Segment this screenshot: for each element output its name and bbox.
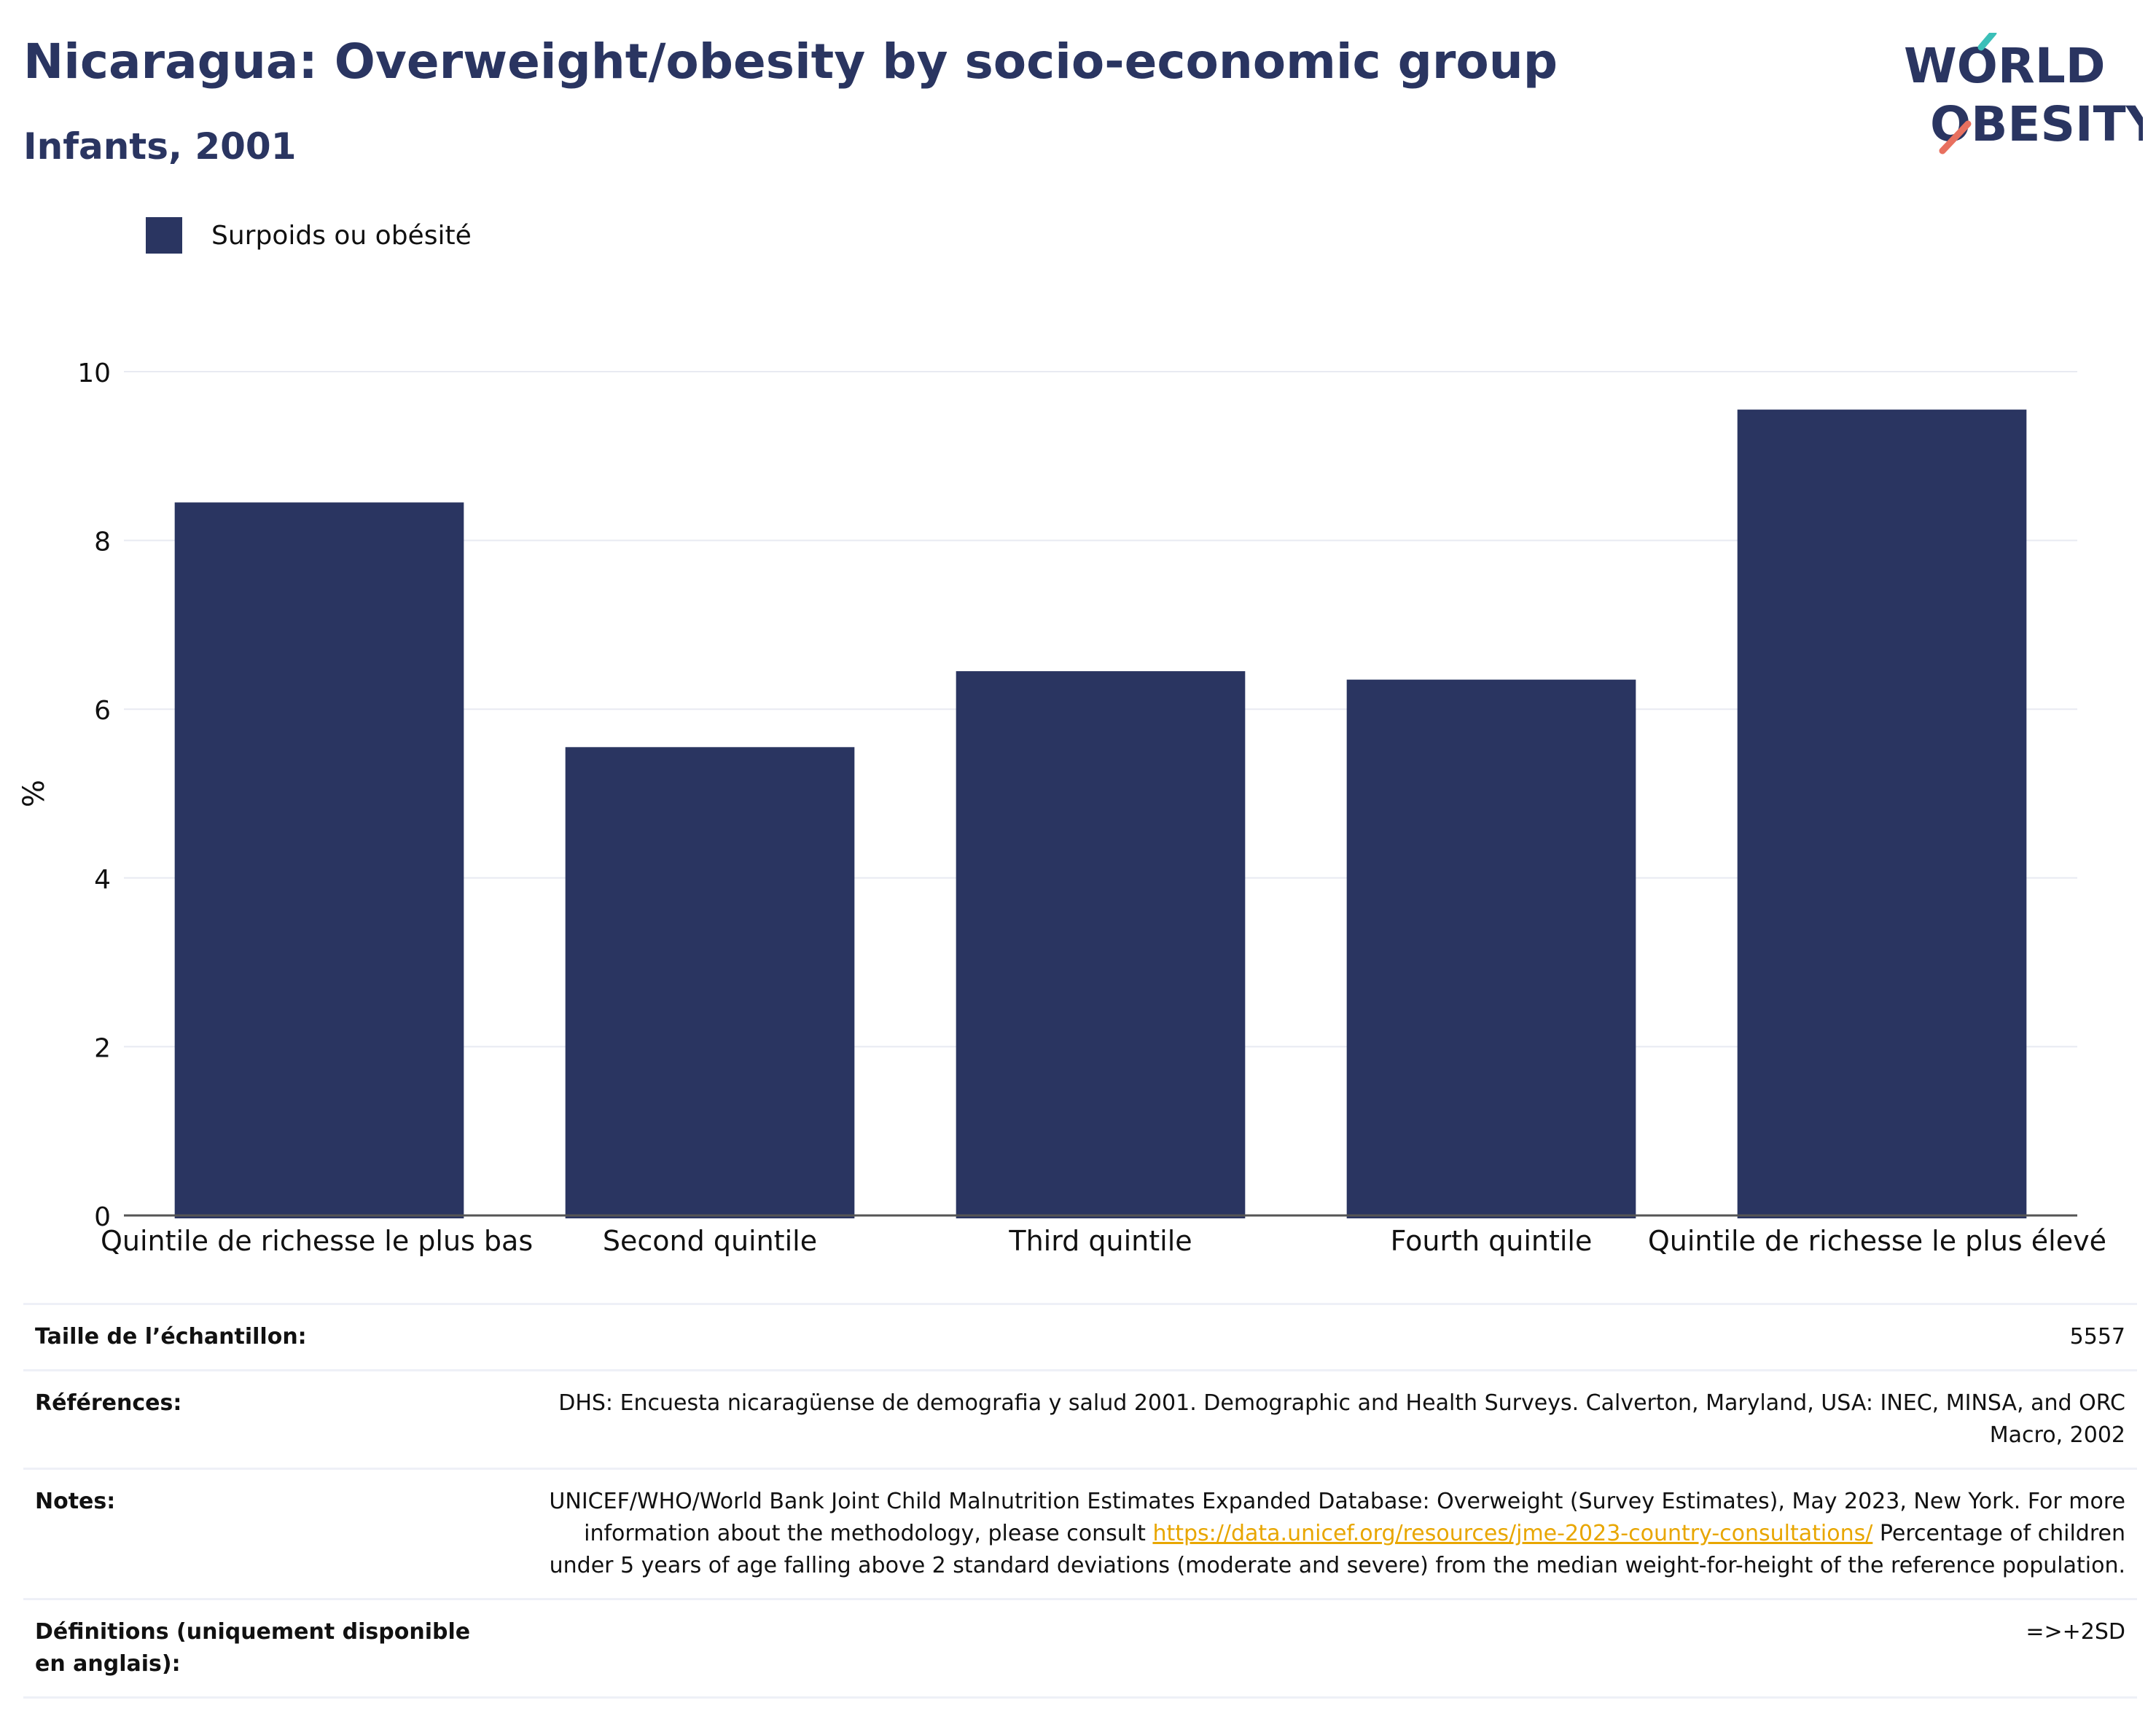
bar [174, 502, 464, 1218]
meta-label: Références: [23, 1369, 513, 1469]
logo-line1: WORLD [1904, 38, 2106, 94]
x-tick-label: Fourth quintile [1391, 1225, 1593, 1257]
bars [174, 410, 2027, 1218]
y-tick-label: 8 [94, 528, 111, 557]
x-tick-label: Third quintile [1008, 1225, 1192, 1257]
chart-legend[interactable]: Surpoids ou obésité [146, 216, 472, 255]
bar [956, 671, 1246, 1218]
meta-value: 5557 [513, 1303, 2137, 1371]
x-tick-label: Quintile de richesse le plus bas [101, 1225, 533, 1257]
logo-line2: OBESITY [1930, 96, 2143, 152]
bar [1346, 679, 1636, 1218]
world-obesity-logo: WORLD OBESITY [1904, 33, 2143, 154]
y-tick-label: 2 [94, 1033, 111, 1063]
chart-subtitle: Infants, 2001 [23, 125, 297, 168]
methodology-link[interactable]: https://data.unicef.org/resources/jme-20… [1152, 1521, 1873, 1546]
y-axis-ticks: 0 2 4 6 8 10 [77, 359, 111, 1232]
x-tick-label: Quintile de richesse le plus élevé [1648, 1225, 2106, 1257]
meta-row-notes: Notes: UNICEF/WHO/World Bank Joint Child… [23, 1468, 2137, 1599]
x-tick-label: Second quintile [603, 1225, 817, 1257]
y-tick-label: 4 [94, 865, 111, 895]
chart-title: Nicaragua: Overweight/obesity by socio-e… [23, 34, 1558, 90]
y-tick-label: 10 [77, 359, 111, 388]
meta-row-sample-size: Taille de l’échantillon: 5557 [23, 1303, 2137, 1371]
bar [565, 747, 855, 1218]
meta-row-definitions: Définitions (uniquement disponible en an… [23, 1598, 2137, 1699]
meta-value: UNICEF/WHO/World Bank Joint Child Malnut… [513, 1468, 2137, 1599]
meta-value: =>+2SD [513, 1598, 2137, 1699]
legend-swatch [146, 217, 182, 254]
y-axis-label: % [17, 780, 51, 807]
metadata-table: Taille de l’échantillon: 5557 Références… [23, 1303, 2137, 1699]
meta-row-references: Références: DHS: Encuesta nicaragüense d… [23, 1369, 2137, 1469]
y-tick-label: 6 [94, 696, 111, 726]
legend-label: Surpoids ou obésité [211, 220, 472, 251]
bar [1737, 410, 2027, 1218]
meta-value: DHS: Encuesta nicaragüense de demografia… [513, 1369, 2137, 1469]
meta-label: Notes: [23, 1468, 513, 1599]
x-axis-labels: Quintile de richesse le plus bas Second q… [101, 1225, 2106, 1257]
bar-chart: 0 2 4 6 8 10 Quintile de richesse le plus bas… [17, 359, 2106, 1257]
y-tick-label: 0 [94, 1202, 111, 1232]
meta-label: Taille de l’échantillon: [23, 1303, 513, 1371]
meta-label: Définitions (uniquement disponible en an… [23, 1598, 513, 1699]
